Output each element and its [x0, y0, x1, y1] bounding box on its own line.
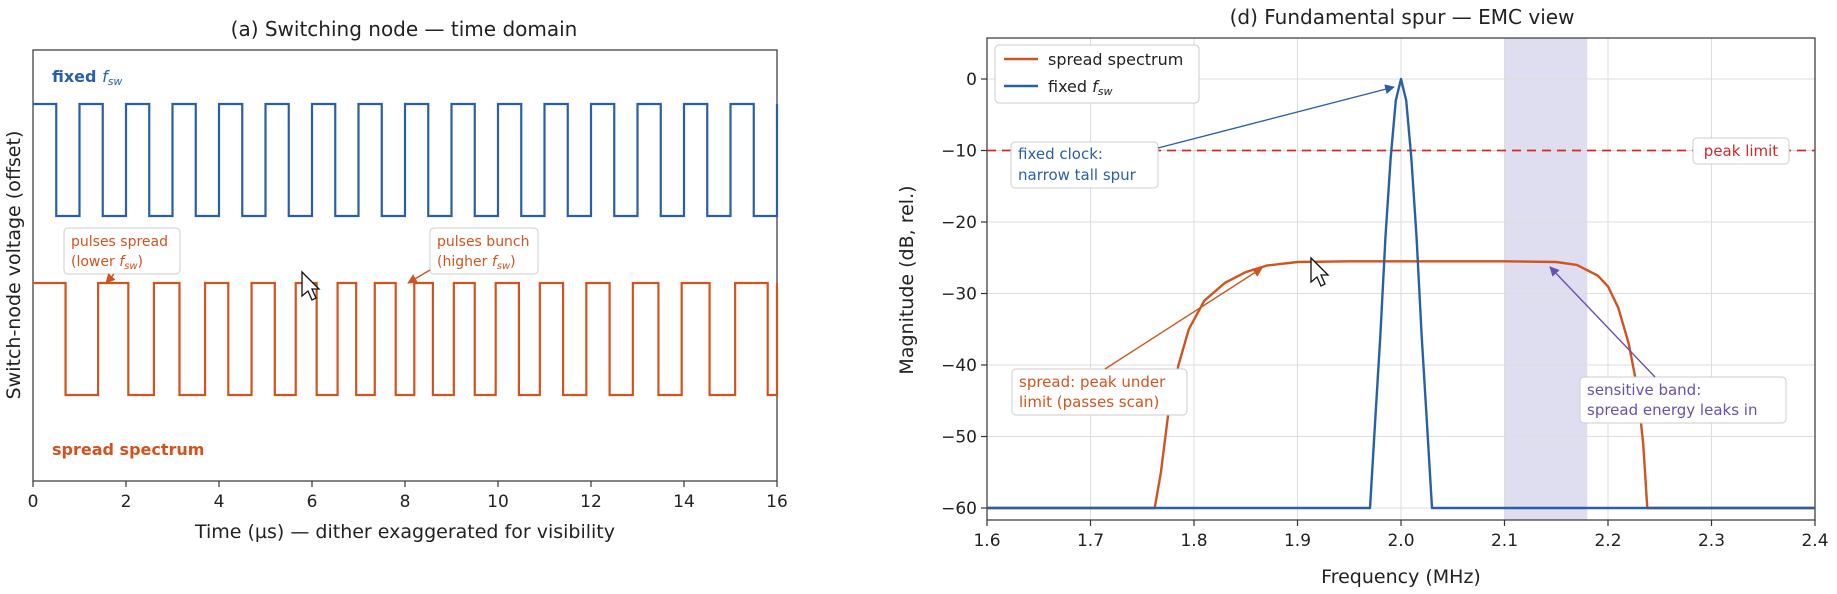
- mouse-cursor-icon: [301, 270, 321, 301]
- panel-a-xlabel: Time (µs) — dither exaggerated for visib…: [194, 521, 615, 543]
- pulses-spread-arrow: [105, 273, 116, 284]
- sensitive-band-line2: spread energy leaks in: [1587, 401, 1757, 419]
- fixed-clock-annotation: fixed clock: narrow tall spur: [1010, 84, 1395, 189]
- pulses-bunch-arrow: [407, 269, 431, 284]
- sensitive-band-box: [1579, 376, 1787, 424]
- fixed-fsw-curve: [987, 77, 1815, 510]
- pulses-spread-line2: (lower fsw): [71, 254, 143, 272]
- spread-peak-arrow: [1104, 267, 1263, 370]
- x-tick-label: 2.4: [1801, 531, 1828, 551]
- panel-d: (d) Fundamental spur — EMC view 1.6 1.7 1.…: [896, 5, 1829, 588]
- y-tick-label: −30: [941, 285, 977, 305]
- sensitive-band-annotation: sensitive band: spread energy leaks in: [1549, 266, 1787, 424]
- y-tick-label: −50: [941, 428, 977, 448]
- panel-a-x-ticks: 0 2 4 6 8 10 12 14 16: [28, 481, 788, 512]
- fixed-clock-line1: fixed clock:: [1018, 145, 1103, 163]
- x-tick-label: 10: [487, 492, 509, 512]
- y-tick-label: 0: [966, 70, 977, 90]
- spread-series-tag: spread spectrum: [52, 440, 204, 459]
- x-tick-label: 8: [400, 492, 411, 512]
- y-tick-label: −40: [941, 356, 977, 376]
- fixed-clock-arrow: [1157, 84, 1395, 149]
- peak-limit-text: peak limit: [1704, 142, 1779, 160]
- y-tick-label: −20: [941, 213, 977, 233]
- spread-peak-line2: limit (passes scan): [1019, 393, 1159, 411]
- peak-limit-label: peak limit: [1692, 137, 1790, 165]
- pulses-bunch-line1: pulses bunch: [437, 234, 530, 250]
- mouse-cursor-icon: [1310, 256, 1330, 287]
- pulses-bunch-box: [429, 227, 539, 275]
- x-tick-label: 6: [307, 492, 318, 512]
- fixed-clock-line2: narrow tall spur: [1018, 166, 1137, 184]
- x-tick-label: 2.1: [1491, 531, 1518, 551]
- legend-box: [994, 44, 1200, 104]
- pulses-spread-box: [63, 227, 181, 275]
- fixed-fsw-waveform: [33, 102, 779, 218]
- panel-a-title: (a) Switching node — time domain: [231, 17, 578, 41]
- x-tick-label: 2.3: [1698, 531, 1725, 551]
- fixed-clock-box: [1010, 141, 1159, 189]
- legend: spread spectrum fixed fsw: [994, 44, 1200, 104]
- panel-d-ticks: 1.6 1.7 1.8 1.9 2.0 2.1 2.2 2.3 2.4 0 −10 −20 −30 −40…: [941, 70, 1828, 551]
- x-tick-label: 1.7: [1077, 531, 1104, 551]
- pulses-bunch-annotation: pulses bunch (higher fsw): [407, 227, 539, 284]
- x-tick-label: 1.6: [973, 531, 1000, 551]
- spread-peak-annotation: spread: peak under limit (passes scan): [1011, 267, 1263, 416]
- panel-a-ylabel: Switch-node voltage (offset): [3, 131, 25, 400]
- sensitive-band-arrow: [1549, 266, 1656, 378]
- x-tick-label: 2.2: [1594, 531, 1621, 551]
- spread-spectrum-waveform: [33, 281, 779, 397]
- x-tick-label: 14: [673, 492, 695, 512]
- fixed-series-tag: fixed fsw: [52, 67, 122, 88]
- pulses-bunch-line2: (higher fsw): [437, 254, 516, 272]
- pulses-spread-line1: pulses spread: [71, 234, 168, 250]
- y-tick-label: −60: [941, 499, 977, 519]
- x-tick-label: 2.0: [1387, 531, 1414, 551]
- spread-peak-line1: spread: peak under: [1019, 373, 1166, 391]
- x-tick-label: 0: [28, 492, 39, 512]
- x-tick-label: 12: [580, 492, 602, 512]
- x-tick-label: 16: [766, 492, 788, 512]
- x-tick-label: 1.9: [1284, 531, 1311, 551]
- x-tick-label: 1.8: [1180, 531, 1207, 551]
- peak-limit-label-box: [1692, 137, 1790, 165]
- panel-d-grid: [986, 38, 1816, 520]
- panel-d-title: (d) Fundamental spur — EMC view: [1230, 5, 1575, 29]
- sensitive-band-line1: sensitive band:: [1587, 381, 1701, 399]
- legend-label-fixed: fixed fsw: [1048, 77, 1113, 98]
- sensitive-band-shading: [1504, 38, 1588, 520]
- panel-d-xlabel: Frequency (MHz): [1321, 566, 1481, 588]
- legend-label-spread: spread spectrum: [1048, 50, 1183, 69]
- x-tick-label: 4: [214, 492, 225, 512]
- panel-d-ylabel: Magnitude (dB, rel.): [896, 185, 918, 374]
- y-tick-label: −10: [941, 142, 977, 162]
- x-tick-label: 2: [121, 492, 132, 512]
- spread-peak-box: [1011, 368, 1188, 416]
- panel-a: (a) Switching node — time domain 0 2 4 6 8 10…: [3, 17, 788, 543]
- pulses-spread-annotation: pulses spread (lower fsw): [63, 227, 181, 284]
